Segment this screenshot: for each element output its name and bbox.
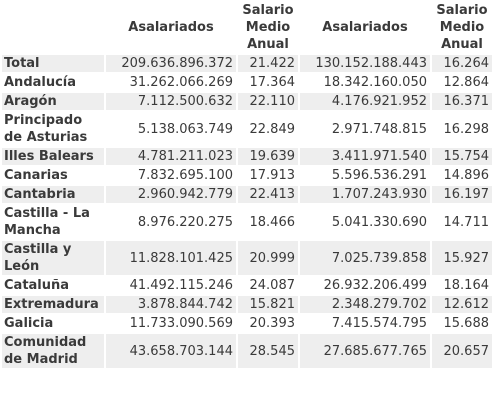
asalariados-cell: 2.348.279.702 xyxy=(300,296,430,313)
salario-cell: 14.711 xyxy=(432,205,492,239)
header-salario-medio-1: Salario Medio Anual xyxy=(242,3,294,52)
asalariados-cell: 2.971.748.815 xyxy=(300,112,430,146)
salario-cell: 16.197 xyxy=(432,186,492,203)
salario-cell: 19.639 xyxy=(238,148,298,165)
salario-cell: 15.821 xyxy=(238,296,298,313)
salary-table: Asalariados Salario Medio Anual Asalaria… xyxy=(2,2,492,368)
asalariados-cell: 7.112.500.632 xyxy=(106,93,236,110)
asalariados-cell: 3.878.844.742 xyxy=(106,296,236,313)
salario-cell: 16.371 xyxy=(432,93,492,110)
region-cell: Andalucía xyxy=(2,74,104,91)
region-cell: Castilla - La Mancha xyxy=(2,205,104,239)
salario-cell: 21.422 xyxy=(238,55,298,72)
header-asalariados-2: Asalariados xyxy=(322,20,408,35)
header-row: Asalariados Salario Medio Anual Asalaria… xyxy=(2,2,492,53)
region-cell: Illes Balears xyxy=(2,148,104,165)
asalariados-cell: 5.596.536.291 xyxy=(300,167,430,184)
region-cell: Principado de Asturias xyxy=(2,112,104,146)
region-cell: Galicia xyxy=(2,315,104,332)
header-salario-medio-2: Salario Medio Anual xyxy=(436,3,488,52)
table-row: Canarias 7.832.695.100 17.913 5.596.536.… xyxy=(2,167,492,184)
region-cell: Extremadura xyxy=(2,296,104,313)
asalariados-cell: 5.138.063.749 xyxy=(106,112,236,146)
asalariados-cell: 43.658.703.144 xyxy=(106,334,236,368)
region-cell: Aragón xyxy=(2,93,104,110)
region-cell: Canarias xyxy=(2,167,104,184)
salario-cell: 20.393 xyxy=(238,315,298,332)
asalariados-cell: 209.636.896.372 xyxy=(106,55,236,72)
salario-cell: 17.364 xyxy=(238,74,298,91)
asalariados-cell: 7.025.739.858 xyxy=(300,241,430,275)
asalariados-cell: 27.685.677.765 xyxy=(300,334,430,368)
table-row: Extremadura 3.878.844.742 15.821 2.348.2… xyxy=(2,296,492,313)
asalariados-cell: 5.041.330.690 xyxy=(300,205,430,239)
asalariados-cell: 4.176.921.952 xyxy=(300,93,430,110)
salario-cell: 15.927 xyxy=(432,241,492,275)
salario-cell: 12.612 xyxy=(432,296,492,313)
table-row: Cantabria 2.960.942.779 22.413 1.707.243… xyxy=(2,186,492,203)
asalariados-cell: 18.342.160.050 xyxy=(300,74,430,91)
header-asalariados-1: Asalariados xyxy=(128,20,214,35)
table-row: Andalucía 31.262.066.269 17.364 18.342.1… xyxy=(2,74,492,91)
asalariados-cell: 41.492.115.246 xyxy=(106,277,236,294)
salario-cell: 28.545 xyxy=(238,334,298,368)
salario-cell: 16.264 xyxy=(432,55,492,72)
salario-cell: 14.896 xyxy=(432,167,492,184)
region-cell: Cataluña xyxy=(2,277,104,294)
asalariados-cell: 7.415.574.795 xyxy=(300,315,430,332)
asalariados-cell: 3.411.971.540 xyxy=(300,148,430,165)
region-cell: Total xyxy=(2,55,104,72)
region-cell: Castilla y León xyxy=(2,241,104,275)
table-row: Principado de Asturias 5.138.063.749 22.… xyxy=(2,112,492,146)
asalariados-cell: 130.152.188.443 xyxy=(300,55,430,72)
salario-cell: 16.298 xyxy=(432,112,492,146)
salario-cell: 20.999 xyxy=(238,241,298,275)
table-row: Aragón 7.112.500.632 22.110 4.176.921.95… xyxy=(2,93,492,110)
table-row: Comunidad de Madrid 43.658.703.144 28.54… xyxy=(2,334,492,368)
salario-cell: 22.849 xyxy=(238,112,298,146)
salario-cell: 15.688 xyxy=(432,315,492,332)
region-cell: Cantabria xyxy=(2,186,104,203)
salario-cell: 15.754 xyxy=(432,148,492,165)
asalariados-cell: 11.828.101.425 xyxy=(106,241,236,275)
salario-cell: 17.913 xyxy=(238,167,298,184)
salario-cell: 24.087 xyxy=(238,277,298,294)
salario-cell: 22.413 xyxy=(238,186,298,203)
asalariados-cell: 7.832.695.100 xyxy=(106,167,236,184)
table-row: Illes Balears 4.781.211.023 19.639 3.411… xyxy=(2,148,492,165)
table-row: Galicia 11.733.090.569 20.393 7.415.574.… xyxy=(2,315,492,332)
asalariados-cell: 4.781.211.023 xyxy=(106,148,236,165)
region-cell: Comunidad de Madrid xyxy=(2,334,104,368)
asalariados-cell: 26.932.206.499 xyxy=(300,277,430,294)
salario-cell: 18.466 xyxy=(238,205,298,239)
asalariados-cell: 31.262.066.269 xyxy=(106,74,236,91)
table-row: Castilla y León 11.828.101.425 20.999 7.… xyxy=(2,241,492,275)
asalariados-cell: 11.733.090.569 xyxy=(106,315,236,332)
salario-cell: 18.164 xyxy=(432,277,492,294)
asalariados-cell: 8.976.220.275 xyxy=(106,205,236,239)
salario-cell: 22.110 xyxy=(238,93,298,110)
asalariados-cell: 1.707.243.930 xyxy=(300,186,430,203)
salario-cell: 12.864 xyxy=(432,74,492,91)
table-row: Castilla - La Mancha 8.976.220.275 18.46… xyxy=(2,205,492,239)
header-blank-cell xyxy=(2,2,104,53)
asalariados-cell: 2.960.942.779 xyxy=(106,186,236,203)
salario-cell: 20.657 xyxy=(432,334,492,368)
table-row: Total 209.636.896.372 21.422 130.152.188… xyxy=(2,55,492,72)
table-row: Cataluña 41.492.115.246 24.087 26.932.20… xyxy=(2,277,492,294)
